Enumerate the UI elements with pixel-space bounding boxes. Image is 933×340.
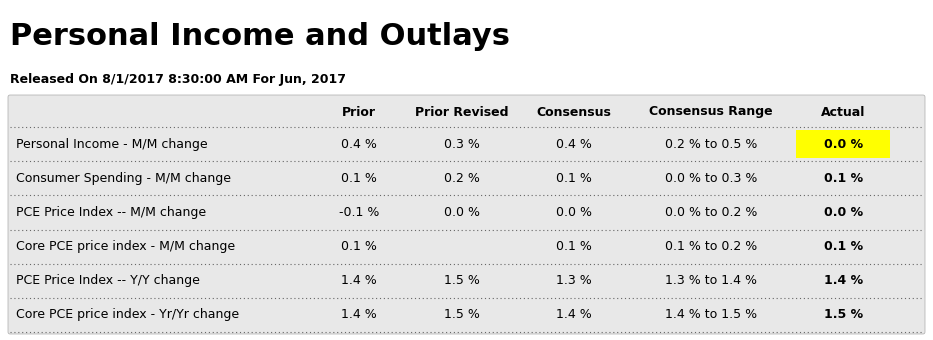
Text: 0.2 %: 0.2 %	[444, 172, 480, 185]
Text: Released On 8/1/2017 8:30:00 AM For Jun, 2017: Released On 8/1/2017 8:30:00 AM For Jun,…	[10, 73, 346, 86]
Text: 1.5 %: 1.5 %	[444, 308, 480, 321]
Text: 0.3 %: 0.3 %	[444, 138, 480, 151]
Text: Consensus: Consensus	[536, 105, 611, 119]
Text: 1.4 %: 1.4 %	[556, 308, 592, 321]
Text: 0.1 % to 0.2 %: 0.1 % to 0.2 %	[664, 240, 757, 253]
FancyBboxPatch shape	[8, 95, 925, 334]
Text: 1.3 % to 1.4 %: 1.3 % to 1.4 %	[664, 274, 757, 287]
Text: 1.4 %: 1.4 %	[341, 308, 377, 321]
Text: 0.0 %: 0.0 %	[444, 206, 480, 219]
Text: Core PCE price index - M/M change: Core PCE price index - M/M change	[16, 240, 235, 253]
Text: 0.1 %: 0.1 %	[824, 240, 863, 253]
Text: 0.4 %: 0.4 %	[556, 138, 592, 151]
Text: 0.1 %: 0.1 %	[556, 172, 592, 185]
Text: 0.0 % to 0.3 %: 0.0 % to 0.3 %	[664, 172, 757, 185]
Text: PCE Price Index -- M/M change: PCE Price Index -- M/M change	[16, 206, 206, 219]
Text: Prior Revised: Prior Revised	[415, 105, 508, 119]
Text: 0.0 % to 0.2 %: 0.0 % to 0.2 %	[664, 206, 757, 219]
Text: PCE Price Index -- Y/Y change: PCE Price Index -- Y/Y change	[16, 274, 200, 287]
Text: 1.4 % to 1.5 %: 1.4 % to 1.5 %	[664, 308, 757, 321]
Text: Core PCE price index - Yr/Yr change: Core PCE price index - Yr/Yr change	[16, 308, 239, 321]
Text: Personal Income - M/M change: Personal Income - M/M change	[16, 138, 208, 151]
Text: 0.1 %: 0.1 %	[556, 240, 592, 253]
Text: 0.1 %: 0.1 %	[824, 172, 863, 185]
Text: 0.0 %: 0.0 %	[556, 206, 592, 219]
Text: 0.0 %: 0.0 %	[824, 138, 863, 151]
Text: Actual: Actual	[821, 105, 865, 119]
Text: 0.4 %: 0.4 %	[341, 138, 377, 151]
Text: 0.2 % to 0.5 %: 0.2 % to 0.5 %	[664, 138, 757, 151]
Text: 0.1 %: 0.1 %	[341, 240, 377, 253]
Text: 1.5 %: 1.5 %	[444, 274, 480, 287]
Text: 1.4 %: 1.4 %	[341, 274, 377, 287]
Text: -0.1 %: -0.1 %	[339, 206, 380, 219]
FancyBboxPatch shape	[796, 130, 890, 158]
Text: 0.1 %: 0.1 %	[341, 172, 377, 185]
Text: 1.3 %: 1.3 %	[556, 274, 592, 287]
Text: Prior: Prior	[342, 105, 376, 119]
Text: Consumer Spending - M/M change: Consumer Spending - M/M change	[16, 172, 231, 185]
Text: Consensus Range: Consensus Range	[649, 105, 773, 119]
Text: Personal Income and Outlays: Personal Income and Outlays	[10, 22, 510, 51]
Text: 0.0 %: 0.0 %	[824, 206, 863, 219]
Text: 1.5 %: 1.5 %	[824, 308, 863, 321]
Text: 1.4 %: 1.4 %	[824, 274, 863, 287]
